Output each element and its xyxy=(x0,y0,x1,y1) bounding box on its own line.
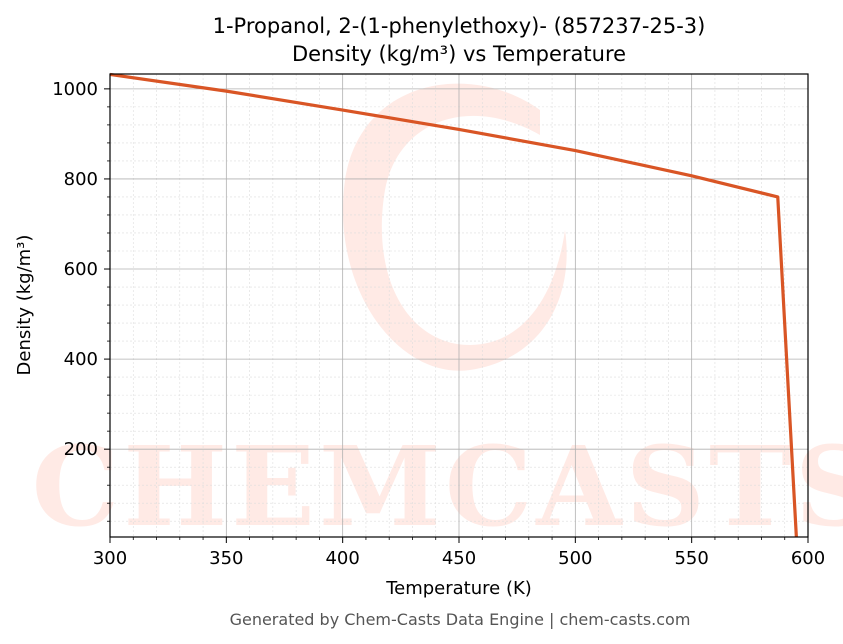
series-layer xyxy=(109,72,798,538)
axis-ticks: 300 350 400 450 500 550 600 200 400 600 800 1000 xyxy=(52,79,825,569)
x-tick-label: 600 xyxy=(791,548,825,569)
y-tick-label: 600 xyxy=(64,259,98,280)
x-tick-label: 300 xyxy=(93,548,127,569)
x-tick-label: 450 xyxy=(442,548,476,569)
y-tick-label: 1000 xyxy=(52,79,98,100)
x-axis-label: Temperature (K) xyxy=(385,578,532,599)
y-tick-label: 400 xyxy=(64,349,98,370)
y-tick-label: 200 xyxy=(64,439,98,460)
chart-title-line2: Density (kg/m³) vs Temperature xyxy=(292,42,626,66)
y-tick-label: 800 xyxy=(64,169,98,190)
x-tick-label: 400 xyxy=(325,548,359,569)
chemcasts-watermark: CHEMCASTS xyxy=(32,83,843,551)
chart-title-line1: 1-Propanol, 2-(1-phenylethoxy)- (857237-… xyxy=(213,14,706,38)
footer-credit: Generated by Chem-Casts Data Engine | ch… xyxy=(230,610,691,629)
watermark-text: CHEMCASTS xyxy=(32,422,843,551)
density-line xyxy=(109,72,798,538)
watermark-swirl-shape xyxy=(342,83,567,371)
major-grid xyxy=(109,74,809,537)
x-tick-label: 500 xyxy=(558,548,592,569)
x-tick-label: 350 xyxy=(209,548,243,569)
x-tick-label: 550 xyxy=(674,548,708,569)
y-axis-label: Density (kg/m³) xyxy=(14,235,35,376)
